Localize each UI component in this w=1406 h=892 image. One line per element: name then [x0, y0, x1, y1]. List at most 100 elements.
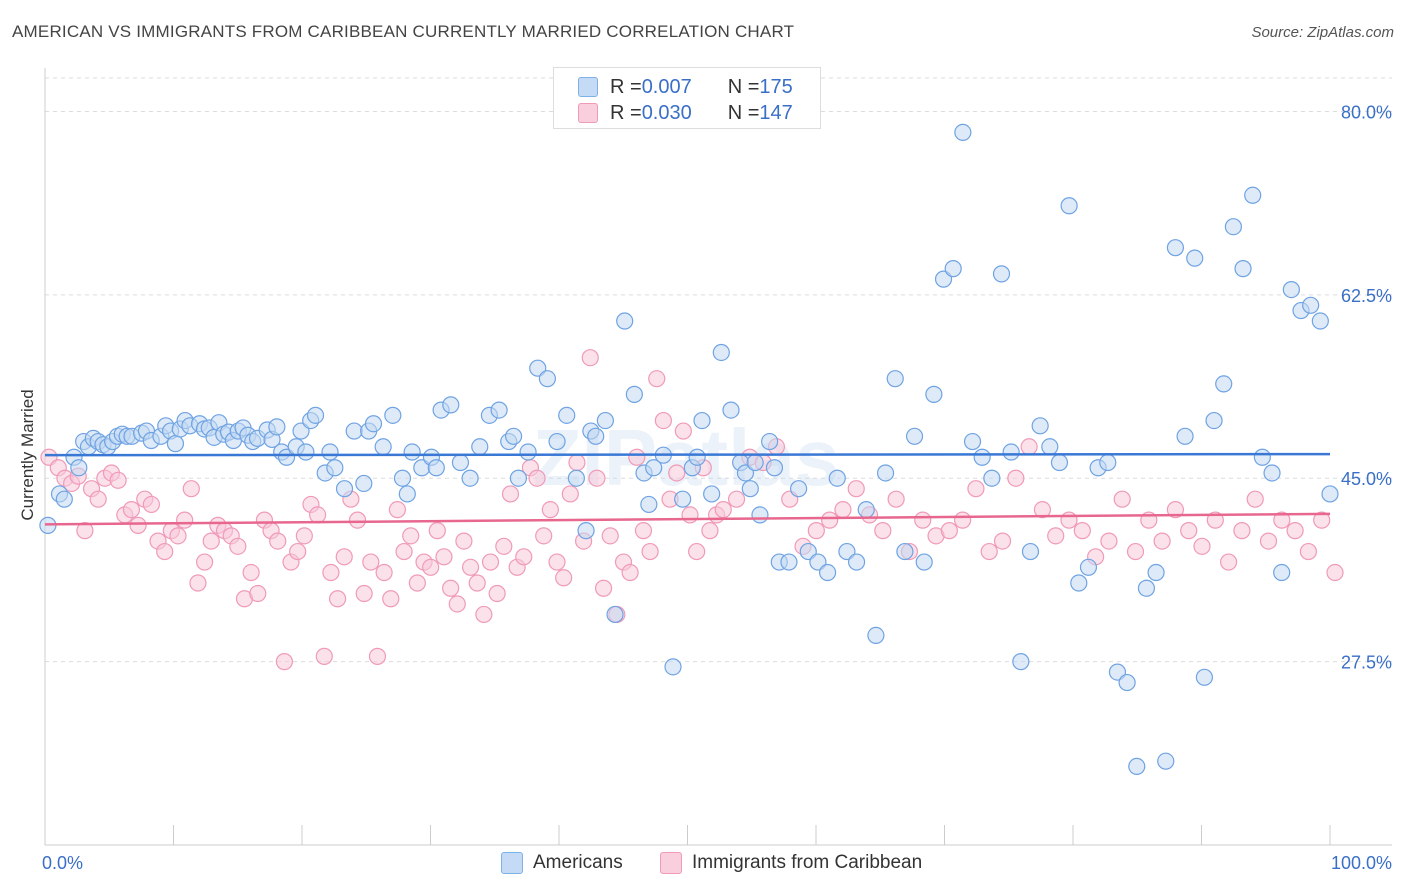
data-point-americans	[693, 411, 711, 430]
data-point-americans	[818, 563, 837, 582]
data-point-caribbean	[1326, 563, 1344, 582]
data-point-americans	[616, 312, 634, 330]
data-point-caribbean	[641, 542, 659, 561]
data-point-americans	[70, 459, 88, 477]
data-point-caribbean	[1020, 438, 1038, 456]
data-point-americans	[809, 553, 827, 571]
data-point-caribbean	[1180, 522, 1198, 540]
data-point-americans	[393, 469, 412, 487]
data-point-americans	[471, 438, 489, 456]
data-point-caribbean	[435, 548, 453, 566]
data-point-americans	[867, 626, 885, 645]
data-point-americans	[374, 438, 392, 456]
data-point-caribbean	[1113, 490, 1131, 508]
data-point-caribbean	[481, 553, 500, 571]
data-point-caribbean	[461, 558, 480, 576]
data-point-americans	[529, 359, 547, 377]
data-point-caribbean	[648, 370, 666, 388]
data-point-caribbean	[375, 563, 393, 582]
data-point-americans	[451, 453, 470, 472]
data-point-americans	[1157, 752, 1175, 770]
data-point-americans	[364, 415, 383, 433]
data-point-americans	[335, 480, 354, 498]
data-point-americans	[973, 448, 991, 466]
data-point-caribbean	[1246, 490, 1264, 508]
data-point-americans	[1282, 280, 1300, 299]
data-point-americans	[427, 459, 445, 477]
data-point-caribbean	[1047, 527, 1065, 545]
data-point-americans	[1108, 663, 1127, 681]
data-point-caribbean	[1299, 542, 1318, 561]
data-point-caribbean	[588, 469, 606, 487]
data-point-caribbean	[322, 563, 340, 582]
data-point-americans	[558, 406, 576, 424]
data-point-caribbean	[315, 647, 333, 665]
data-point-caribbean	[76, 522, 94, 540]
legend-item-caribbean[interactable]: Immigrants from Caribbean	[660, 852, 922, 874]
stats-r-value: 0.030	[641, 101, 692, 124]
data-point-caribbean	[701, 522, 719, 540]
data-point-americans	[1215, 375, 1233, 393]
data-point-caribbean	[1273, 511, 1291, 529]
source-label: Source: ZipAtlas.com	[1251, 24, 1394, 41]
data-point-americans	[345, 422, 363, 440]
data-point-caribbean	[348, 511, 367, 529]
data-point-caribbean	[275, 653, 293, 671]
data-point-americans	[799, 542, 817, 561]
data-point-caribbean	[621, 563, 639, 582]
stats-swatch-americans	[578, 77, 598, 97]
data-point-caribbean	[428, 522, 446, 540]
data-point-americans	[355, 474, 373, 493]
data-point-americans	[326, 459, 344, 477]
data-point-caribbean	[628, 448, 646, 466]
data-point-caribbean	[475, 605, 493, 624]
stats-row-americans: R = 0.007 N = 175	[554, 74, 793, 100]
data-point-americans	[963, 432, 982, 451]
data-point-caribbean	[368, 647, 387, 665]
data-point-americans	[1176, 427, 1194, 445]
data-point-caribbean	[515, 548, 533, 566]
data-point-americans	[55, 490, 73, 508]
data-point-caribbean	[176, 511, 194, 529]
stats-r-value: 0.007	[641, 75, 692, 98]
data-point-caribbean	[1193, 537, 1211, 555]
stats-box: R = 0.007 N = 175 R = 0.030 N = 147	[553, 67, 821, 129]
data-point-americans	[790, 480, 808, 498]
data-point-caribbean	[654, 411, 673, 430]
stats-swatch-caribbean	[578, 103, 598, 123]
data-point-americans	[277, 448, 296, 466]
legend-label-americans: Americans	[533, 852, 623, 873]
data-point-caribbean	[202, 532, 220, 550]
data-point-caribbean	[328, 590, 347, 608]
data-point-caribbean	[555, 569, 573, 587]
data-point-caribbean	[1100, 532, 1118, 550]
data-point-caribbean	[242, 563, 260, 582]
data-point-americans	[1012, 653, 1030, 671]
stats-n-value: 147	[759, 101, 793, 124]
data-point-americans	[292, 422, 310, 440]
data-point-americans	[1205, 411, 1223, 430]
data-point-americans	[674, 490, 692, 508]
data-point-americans	[703, 485, 721, 503]
data-point-caribbean	[1126, 542, 1145, 561]
data-point-americans	[461, 469, 479, 487]
data-point-caribbean	[528, 469, 546, 487]
data-point-caribbean	[388, 501, 407, 519]
legend-item-americans[interactable]: Americans	[501, 852, 623, 874]
data-point-americans	[1031, 417, 1049, 435]
series-caribbean-points	[40, 349, 1344, 671]
stats-r-label: R =	[610, 75, 642, 98]
data-point-americans	[519, 443, 537, 461]
x-tick-label: 0.0%	[42, 853, 83, 873]
data-point-americans	[1195, 668, 1213, 686]
trend-line-caribbean	[44, 512, 1331, 526]
data-point-caribbean	[914, 511, 932, 529]
tick-labels: 27.5% 45.0% 62.5% 80.0% 0.0% 100.0%	[42, 102, 1392, 873]
data-point-caribbean	[834, 501, 852, 519]
data-point-caribbean	[980, 542, 998, 561]
data-point-americans	[1186, 249, 1204, 267]
data-point-americans	[587, 427, 605, 445]
data-point-caribbean	[1206, 511, 1224, 529]
data-point-caribbean	[395, 542, 413, 561]
data-point-americans	[992, 265, 1011, 283]
